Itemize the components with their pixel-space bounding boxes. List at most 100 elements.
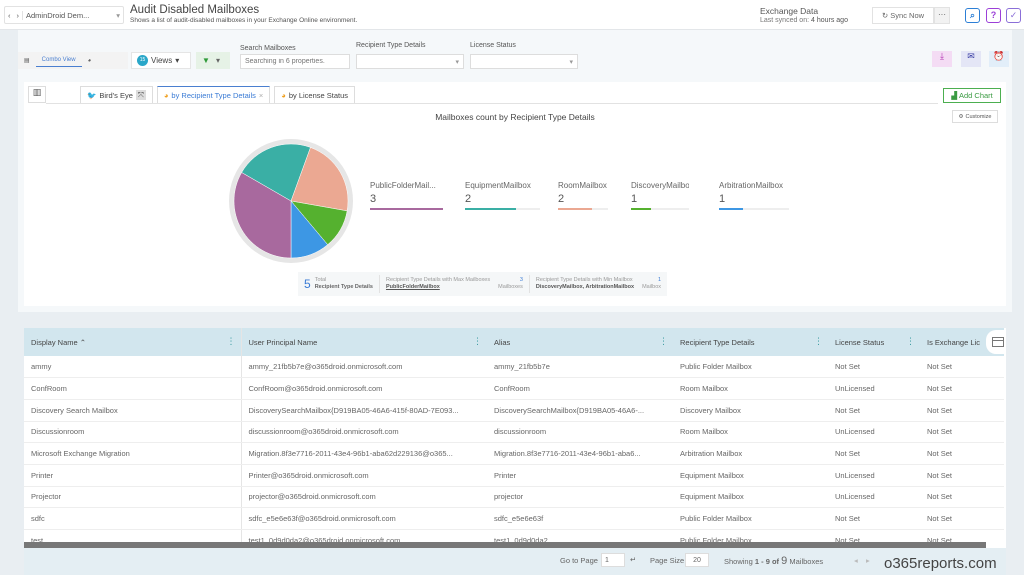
- alarm-icon[interactable]: ⏰: [989, 51, 1009, 67]
- enter-icon[interactable]: ↵: [630, 555, 637, 564]
- legend-item[interactable]: ArbitrationMailbox 1: [719, 181, 789, 210]
- table-row[interactable]: sdfc sdfc_e5e6e63f@o365droid.onmicrosoft.…: [24, 507, 1004, 530]
- grid-view-icon[interactable]: ▤: [24, 58, 30, 64]
- column-header[interactable]: User Principal Name ⋮: [240, 328, 487, 356]
- table-row[interactable]: ammy ammy_21fb5b7e@o365droid.onmicrosoft.…: [24, 356, 1004, 379]
- tab-divider: [46, 103, 938, 104]
- page-size-input[interactable]: [685, 553, 709, 567]
- legend-bar: [558, 208, 608, 210]
- horizontal-scrollbar[interactable]: [24, 542, 986, 548]
- pie-slice[interactable]: [290, 147, 349, 212]
- tenant-select[interactable]: AdminDroid Dem...: [22, 10, 113, 20]
- table-row[interactable]: Projector projector@o365droid.onmicrosoft…: [24, 486, 1004, 509]
- forward-icon[interactable]: ›: [16, 10, 20, 20]
- last-synced-value: 4 hours ago: [810, 17, 848, 24]
- showing-total: 9: [781, 555, 788, 567]
- table-row[interactable]: Discovery Search Mailbox DiscoverySearchM…: [24, 399, 1004, 422]
- table-cell: Equipment Mailbox: [673, 486, 828, 509]
- showing-prefix: Showing: [724, 557, 753, 566]
- add-chart-button[interactable]: ▟ Add Chart: [943, 88, 1001, 103]
- tab-birds-eye[interactable]: 🐦 Bird's Eye ⤧: [80, 86, 153, 103]
- goto-page-label: Go to Page: [560, 556, 598, 565]
- table-cell: UnLicensed: [828, 464, 920, 487]
- legend-item[interactable]: PublicFolderMail... 3: [370, 181, 443, 210]
- pie-slice[interactable]: [241, 143, 311, 202]
- tab-license-status[interactable]: ◕ by License Status: [274, 86, 356, 103]
- max-label: Recipient Type Details with Max Mailboxe…: [385, 277, 491, 283]
- customize-label: Customize: [965, 113, 992, 120]
- prev-page-icon[interactable]: ◂: [854, 556, 858, 565]
- column-header-label: License Status: [835, 337, 885, 347]
- column-menu-icon[interactable]: ⋮: [226, 336, 236, 346]
- column-header-label: User Principal Name: [248, 337, 318, 347]
- column-menu-icon[interactable]: ⋮: [814, 336, 823, 346]
- check-icon[interactable]: ✓: [1006, 8, 1021, 23]
- column-menu-icon[interactable]: ⋮: [906, 336, 915, 346]
- filter-icon: ▼: [202, 56, 210, 65]
- table-cell: Migration.8f3e7716-2011-43e4-96b1-aba6..…: [487, 442, 673, 465]
- chart-title: Mailboxes count by Recipient Type Detail…: [435, 112, 595, 122]
- table-cell: discussionroom@o365droid.onmicrosoft.com: [240, 421, 487, 444]
- column-header[interactable]: Recipient Type Details ⋮: [673, 328, 828, 356]
- search-icon[interactable]: ⌕: [965, 8, 980, 23]
- table-row[interactable]: Discussionroom discussionroom@o365droid.o…: [24, 421, 1004, 444]
- recipient-filter-select[interactable]: ▾: [356, 54, 464, 69]
- table-footer: Go to Page ↵ Page Size Showing 1 - 9 of …: [24, 548, 1006, 575]
- table-cell: Not Set: [828, 442, 920, 465]
- goto-page-input[interactable]: [601, 553, 625, 567]
- tab-label: by License Status: [288, 90, 349, 100]
- more-button[interactable]: ···: [934, 7, 950, 24]
- sync-now-button[interactable]: ↻ Sync Now: [872, 7, 934, 24]
- tab-recipient-type[interactable]: ◕ by Recipient Type Details ×: [156, 86, 271, 103]
- table-cell: Not Set: [920, 507, 1004, 530]
- views-button[interactable]: 15 Views ▾: [131, 52, 191, 69]
- back-icon[interactable]: ‹: [8, 10, 11, 20]
- table-cell: Discovery Mailbox: [673, 399, 828, 422]
- chart-section: [24, 82, 1006, 306]
- max-value-link[interactable]: PublicFolderMailbox: [385, 283, 440, 290]
- license-filter-select[interactable]: ▾: [470, 54, 578, 69]
- customize-button[interactable]: ⚙ Customize: [952, 110, 998, 123]
- pie-slice[interactable]: [233, 172, 292, 259]
- sync-label: Sync Now: [890, 11, 925, 20]
- table-row[interactable]: Microsoft Exchange Migration Migration.8f…: [24, 442, 1004, 465]
- table-cell: Not Set: [920, 421, 1004, 444]
- total-label: Total: [314, 277, 327, 284]
- tenant-nav[interactable]: ‹ › AdminDroid Dem... ▾: [4, 6, 124, 24]
- filter-button[interactable]: ▼ ▾: [196, 52, 230, 69]
- legend-item[interactable]: EquipmentMailbox 2: [465, 181, 540, 210]
- column-settings-icon[interactable]: [986, 330, 1006, 354]
- search-input[interactable]: [240, 54, 350, 69]
- table-cell: sdfc_e5e6e63f: [487, 507, 673, 530]
- expand-icon[interactable]: ⤧: [135, 90, 146, 100]
- column-header[interactable]: Display Name ⌃ ⋮: [24, 328, 241, 356]
- legend-value: 3: [370, 193, 377, 205]
- refresh-icon: ↻: [881, 11, 891, 20]
- mail-icon[interactable]: ✉: [961, 51, 981, 67]
- close-icon[interactable]: ×: [258, 90, 264, 100]
- top-bar: [0, 0, 1024, 30]
- table-cell: Public Folder Mailbox: [673, 356, 828, 379]
- summary-max: Recipient Type Details with Max Mailboxe…: [380, 275, 530, 293]
- chart-type-icon[interactable]: ▥: [28, 86, 46, 103]
- table-cell: Room Mailbox: [673, 377, 828, 400]
- next-page-icon[interactable]: ▸: [866, 556, 870, 565]
- table-cell: Discussionroom: [24, 421, 241, 444]
- help-icon[interactable]: ?: [986, 8, 1001, 23]
- legend-item[interactable]: DiscoveryMailbox 1: [631, 181, 689, 210]
- column-menu-icon[interactable]: ⋮: [473, 336, 482, 346]
- table-cell: Equipment Mailbox: [673, 464, 828, 487]
- column-header[interactable]: Alias ⋮: [487, 328, 673, 356]
- bird-icon: 🐦: [87, 90, 97, 100]
- column-header-label: Alias: [494, 337, 511, 347]
- page-title: Audit Disabled Mailboxes: [130, 4, 260, 16]
- table-row[interactable]: Printer Printer@o365droid.onmicrosoft.com…: [24, 464, 1004, 487]
- download-icon[interactable]: ⤓: [932, 51, 952, 67]
- legend-item[interactable]: RoomMailbox 2: [558, 181, 608, 210]
- chart-view-icon[interactable]: ◕: [87, 57, 92, 64]
- legend-label: ArbitrationMailbox: [719, 181, 784, 190]
- table-row[interactable]: ConfRoom ConfRoom@o365droid.onmicrosoft.c…: [24, 377, 1004, 400]
- combo-view-tab[interactable]: Combo View: [35, 54, 82, 67]
- column-menu-icon[interactable]: ⋮: [659, 336, 668, 346]
- column-header[interactable]: License Status ⋮: [828, 328, 920, 356]
